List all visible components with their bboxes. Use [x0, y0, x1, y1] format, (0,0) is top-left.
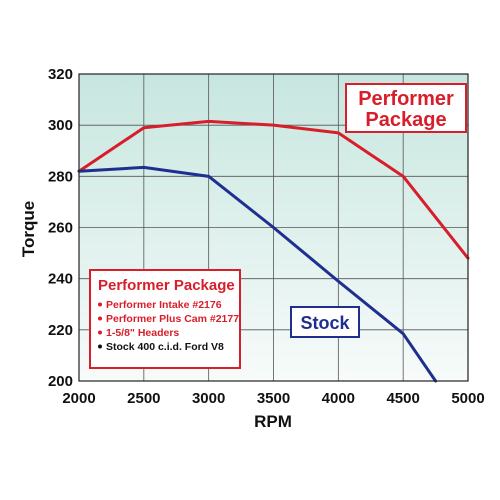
- y-tick-label: 280: [48, 168, 73, 185]
- y-tick-label: 220: [48, 322, 73, 339]
- series-line-performer: [77, 119, 470, 260]
- legend-bullet: [98, 316, 102, 321]
- series-lines: [77, 119, 470, 383]
- y-tick-label: 240: [48, 271, 73, 288]
- y-tick-labels: 200 220 240 260 280 300 320: [48, 66, 73, 390]
- x-tick-label: 4500: [386, 390, 419, 407]
- stock-callout-label: Stock: [300, 313, 350, 333]
- legend: Performer Package Performer Intake #2176…: [89, 269, 241, 369]
- legend-bullet: [98, 330, 102, 335]
- y-axis-title: Torque: [19, 201, 38, 257]
- x-tick-label: 5000: [451, 390, 484, 407]
- plot-border: [78, 73, 469, 382]
- performer-callout-line2: Package: [365, 109, 446, 131]
- series-line-stock: [77, 165, 438, 383]
- y-tick-label: 300: [48, 117, 73, 134]
- legend-title: Performer Package: [98, 277, 235, 294]
- y-tick-label: 200: [48, 373, 73, 390]
- x-tick-label: 2000: [62, 390, 95, 407]
- legend-bullet: [98, 302, 102, 307]
- legend-item: Performer Intake #2176: [106, 299, 222, 311]
- x-tick-label: 3500: [257, 390, 290, 407]
- legend-item: 1-5/8" Headers: [106, 327, 179, 339]
- x-tick-label: 2500: [127, 390, 160, 407]
- x-axis-title: RPM: [254, 412, 292, 431]
- x-tick-labels: 2000 2500 3000 3500 4000 4500 5000: [62, 390, 484, 407]
- x-tick-label: 4000: [322, 390, 355, 407]
- performer-callout: Performer Package: [345, 83, 467, 133]
- performer-callout-line1: Performer: [358, 88, 454, 110]
- legend-bullet: [98, 344, 102, 349]
- legend-item: Stock 400 c.i.d. Ford V8: [106, 341, 224, 353]
- legend-item: Performer Plus Cam #2177: [106, 313, 239, 325]
- y-tick-label: 260: [48, 220, 73, 237]
- x-tick-label: 3000: [192, 390, 225, 407]
- y-tick-label: 320: [48, 66, 73, 83]
- stock-callout: Stock: [290, 306, 360, 338]
